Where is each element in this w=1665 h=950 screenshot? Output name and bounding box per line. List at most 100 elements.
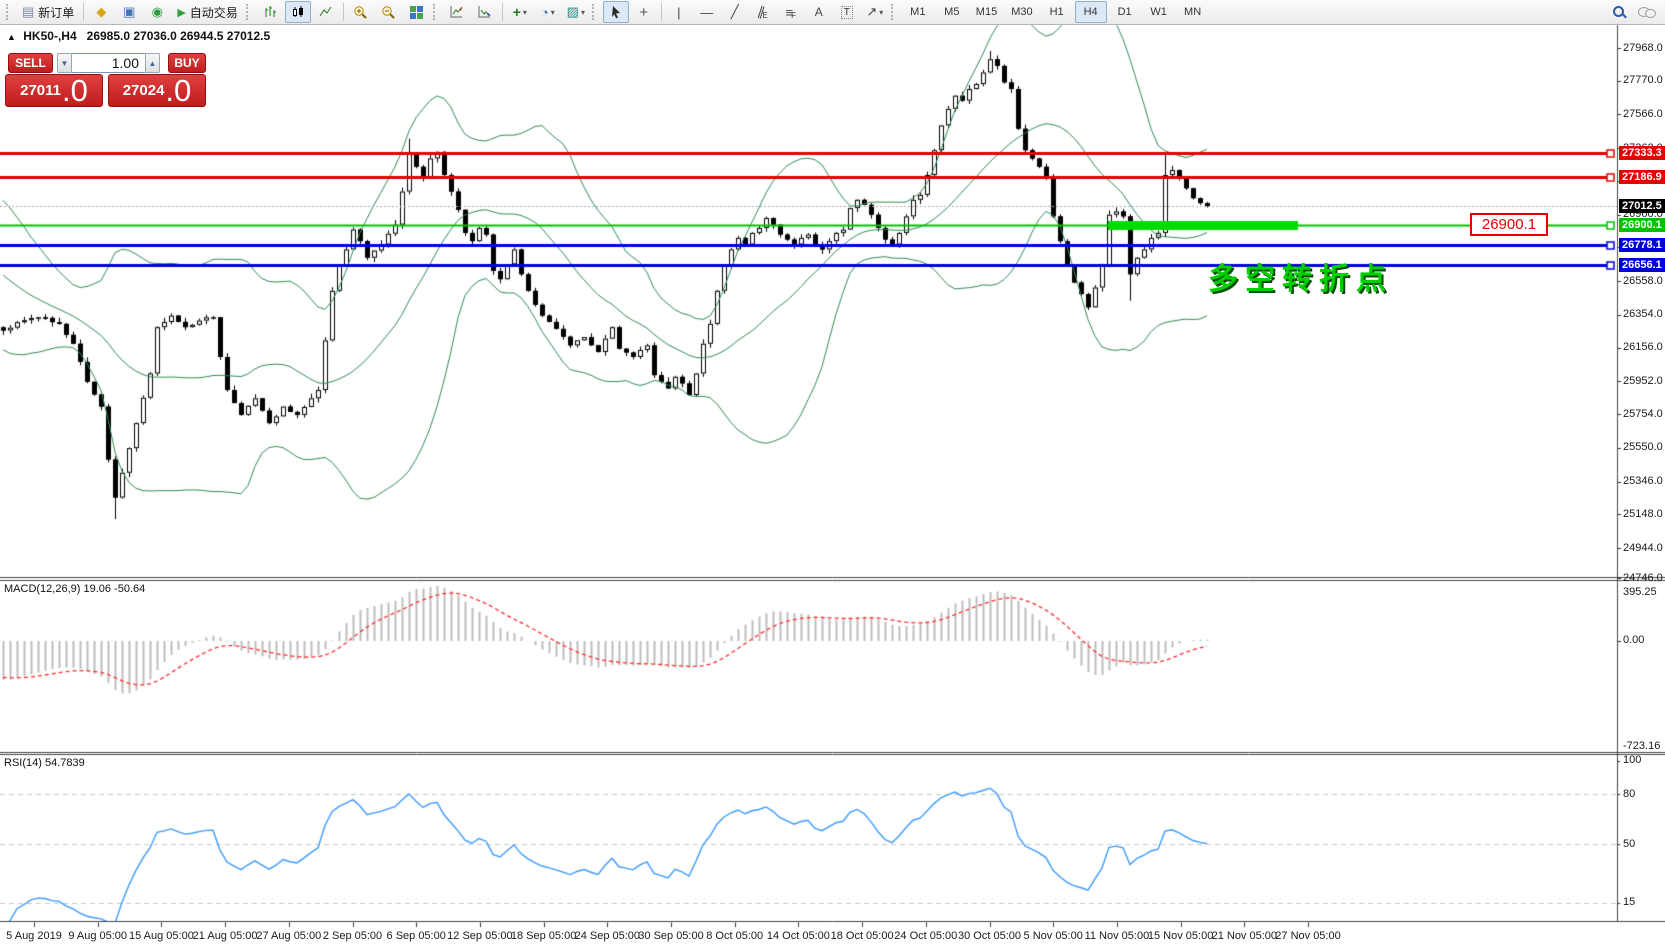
channel-tool-button[interactable]: ∥ E [750, 1, 776, 23]
toolbox-icon[interactable]: ◆ [96, 4, 107, 19]
toolbar-grip [432, 4, 439, 20]
macd-axis-label: -723.16 [1623, 740, 1661, 752]
price-tick-label: 26354.0 [1623, 308, 1663, 321]
timeframe-button-d1[interactable]: D1 [1117, 6, 1132, 18]
trendline-tool-button[interactable]: ╱ [730, 4, 739, 19]
time-axis-label: 5 Nov 05:00 [1023, 930, 1083, 942]
template-menu-button[interactable]: ▨ ▾ [563, 1, 589, 23]
price-badge-pivot: 26900.1 [1619, 217, 1665, 232]
macd-indicator-label: MACD(12,26,9) 19.06 -50.64 [4, 583, 146, 595]
sell-price-main: 27011 [20, 82, 62, 99]
buy-price-button[interactable]: 27024 .0 [108, 74, 206, 107]
buy-button[interactable]: BUY [168, 53, 206, 73]
time-axis-label: 12 Sep 05:00 [447, 930, 513, 942]
indicator-list-button[interactable] [472, 1, 498, 23]
autotrade-play-icon: ▶ [177, 6, 186, 19]
zoom-out-button[interactable] [376, 1, 402, 23]
ohlc-label: 26985.0 27036.0 26944.5 27012.5 [86, 29, 271, 43]
signals-icon[interactable]: ◉ [151, 4, 163, 19]
label-tool-button[interactable]: T [834, 1, 860, 23]
price-tick-label: 25346.0 [1623, 475, 1663, 488]
time-axis-label: 21 Aug 05:00 [192, 930, 258, 942]
period-menu-button[interactable]: ◔ ▾ [535, 1, 561, 23]
timeframe-button-m1[interactable]: M1 [910, 6, 926, 18]
price-badge-resistance: 27186.9 [1619, 170, 1665, 185]
autotrading-button[interactable]: ▶ 自动交易 [172, 1, 242, 23]
rsi-axis-label: 50 [1623, 837, 1636, 850]
tile-windows-button[interactable] [404, 1, 430, 23]
time-axis-label: 27 Aug 05:00 [256, 930, 322, 942]
price-tick-label: 26558.0 [1623, 274, 1663, 287]
zoom-in-button[interactable] [348, 1, 374, 23]
chat-button[interactable] [1634, 1, 1660, 23]
collapse-trade-panel-icon[interactable]: ▲ [7, 32, 16, 42]
time-axis-label: 21 Nov 05:00 [1211, 930, 1278, 942]
indicator-window-button[interactable] [444, 1, 470, 23]
horizontal-line-tool-button[interactable]: — [700, 4, 714, 20]
channel-sub-label: E [762, 10, 768, 20]
candle-chart-type-button[interactable] [284, 1, 311, 23]
macd-axis-label: 395.25 [1623, 586, 1657, 598]
bar-chart-type-button[interactable] [257, 1, 283, 23]
fibonacci-icon: ≡ [785, 4, 794, 20]
toolbar-grip [245, 4, 252, 20]
symbol-period-label: HK50-,H4 [23, 29, 77, 43]
price-tick-label: 25550.0 [1623, 441, 1663, 454]
timeframe-button-h1[interactable]: H1 [1049, 6, 1064, 18]
price-badge-support: 26778.1 [1619, 237, 1665, 252]
vertical-line-tool-button[interactable]: | [677, 4, 681, 20]
time-axis-label: 18 Sep 05:00 [510, 930, 577, 942]
line-chart-type-button[interactable] [313, 1, 339, 23]
time-axis-label: 15 Nov 05:00 [1147, 930, 1214, 942]
current-price-badge: 27012.5 [1619, 199, 1665, 214]
add-indicator-icon: + [512, 4, 521, 20]
cursor-icon [611, 6, 620, 19]
timeframe-button-m5[interactable]: M5 [944, 6, 960, 18]
new-order-icon: ▤ [22, 4, 35, 19]
buy-price-main: 27024 [122, 82, 165, 99]
price-badge-support: 26656.1 [1619, 257, 1665, 272]
turning-point-annotation[interactable]: 多空转折点 [1208, 263, 1393, 296]
search-icon [1612, 5, 1627, 20]
autotrade-label: 自动交易 [189, 5, 238, 20]
rsi-axis-label: 80 [1623, 787, 1636, 800]
market-watch-icon[interactable]: ▣ [123, 4, 136, 19]
timeframe-button-m30[interactable]: M30 [1011, 6, 1033, 18]
indicator-list-icon [478, 6, 491, 18]
new-order-button[interactable]: ▤ 新订单 [17, 1, 79, 23]
sell-button[interactable]: SELL [8, 53, 53, 73]
text-tool-button[interactable]: A [814, 5, 823, 19]
time-axis-label: 15 Aug 05:00 [128, 930, 194, 942]
cursor-tool-button[interactable] [602, 1, 629, 23]
volume-increase-button[interactable]: ▲ [145, 53, 160, 73]
timeframe-button-mn[interactable]: MN [1184, 6, 1202, 18]
timeframe-button-m15[interactable]: M15 [975, 6, 998, 18]
chat-icon [1638, 6, 1656, 19]
sell-price-decimal: .0 [62, 72, 88, 108]
add-indicator-button[interactable]: + ▾ [507, 1, 533, 23]
search-button[interactable] [1606, 1, 1632, 23]
rsi-axis-label: 100 [1623, 754, 1642, 767]
price-callout-box[interactable]: 26900.1 [1470, 213, 1548, 236]
time-axis-label: 24 Sep 05:00 [574, 930, 641, 942]
price-badge-resistance: 27333.3 [1619, 145, 1665, 160]
chevron-down-icon: ▾ [879, 7, 884, 17]
toolbar-grip [890, 4, 897, 20]
time-axis-label: 30 Oct 05:00 [958, 930, 1021, 942]
time-axis-label: 2 Sep 05:00 [322, 930, 383, 942]
text-label-icon: T [840, 5, 853, 19]
toolbar-separator [501, 3, 503, 21]
timeframe-button-h4[interactable]: H4 [1074, 1, 1107, 23]
arrows-tool-button[interactable]: ↗ ▾ [862, 1, 888, 23]
timeframe-group: M1 M5 M15 M30 H1 H4 D1 W1 MN [901, 1, 1210, 23]
volume-decrease-button[interactable]: ▼ [57, 53, 72, 73]
crosshair-tool-button[interactable]: + [639, 3, 649, 21]
timeframe-button-w1[interactable]: W1 [1150, 6, 1167, 18]
sell-price-button[interactable]: 27011 .0 [5, 74, 103, 107]
fibonacci-tool-button[interactable]: ≡ F [778, 1, 804, 23]
time-axis-label: 27 Nov 05:00 [1275, 930, 1341, 942]
volume-input[interactable] [72, 53, 145, 73]
arrows-icon: ↗ [866, 4, 878, 19]
